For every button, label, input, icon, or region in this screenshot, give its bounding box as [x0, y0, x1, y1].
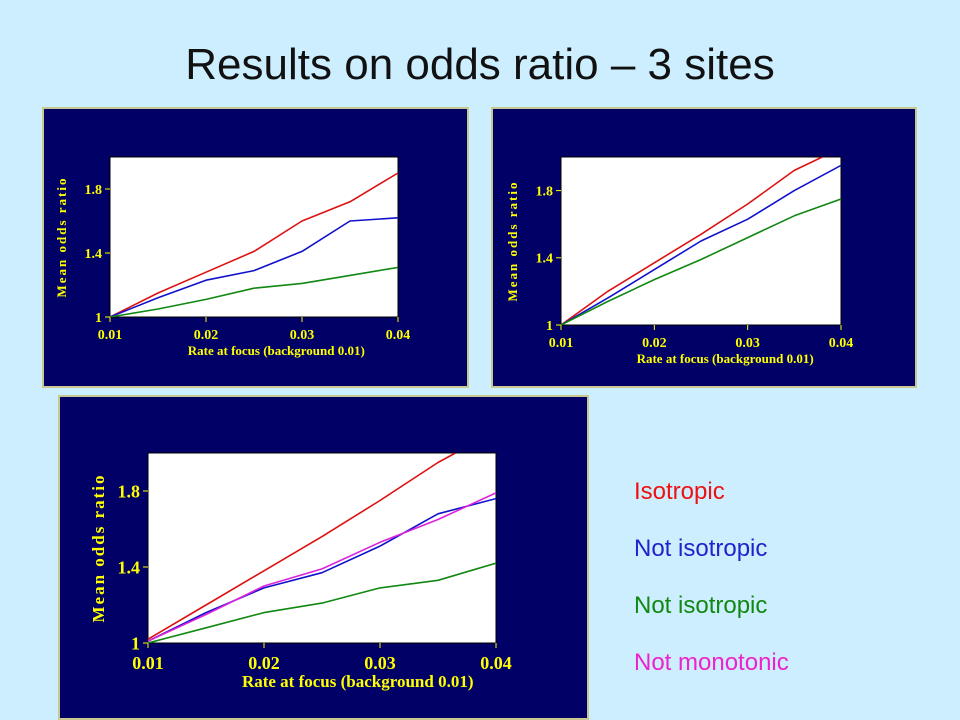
y-tick-label: 1	[131, 633, 140, 653]
y-tick-label: 1.4	[536, 252, 554, 267]
y-tick-label: 1	[95, 311, 102, 326]
legend: Isotropic Not isotropic Not isotropic No…	[634, 472, 789, 700]
plot-area	[109, 156, 399, 318]
y-axis-label: Mean odds ratio	[505, 181, 520, 302]
x-tick-label: 0.04	[829, 336, 854, 351]
series-line-1	[110, 217, 398, 317]
legend-item-isotropic: Isotropic	[634, 478, 725, 505]
series-line-0	[561, 157, 823, 325]
y-tick-label: 1.8	[85, 183, 103, 198]
legend-item-not-isotropic-blue: Not isotropic	[634, 535, 768, 562]
plot-area	[147, 452, 497, 644]
odds-ratio-chart-2: 1 1.4 1.8 0.01 0.02 0.03 0.04 Rate at focus (ba…	[505, 156, 854, 366]
x-tick-label: 0.03	[735, 336, 760, 351]
x-tick-label: 0.04	[480, 653, 512, 673]
series-line-1	[148, 497, 496, 642]
y-axis-label: Mean odds ratio	[89, 474, 108, 623]
series-line-2	[148, 562, 496, 643]
series-line-2	[110, 266, 398, 317]
series-line-0	[110, 172, 398, 317]
x-tick-label: 0.01	[98, 328, 123, 343]
x-tick-label: 0.03	[364, 653, 396, 673]
x-tick-label: 0.02	[248, 653, 280, 673]
x-axis-label: Rate at focus (background 0.01)	[242, 672, 474, 691]
series-line-1	[561, 164, 841, 325]
legend-item-not-monotonic: Not monotonic	[634, 649, 789, 676]
y-tick-label: 1.8	[536, 185, 554, 200]
series-line-2	[561, 198, 841, 325]
odds-ratio-chart-1: 1 1.4 1.8 0.01 0.02 0.03 0.04 Rate at focus (ba…	[54, 156, 411, 358]
x-tick-label: 0.04	[386, 328, 411, 343]
y-tick-label: 1	[546, 319, 553, 334]
series-line-0	[148, 453, 456, 640]
x-tick-label: 0.03	[290, 328, 315, 343]
odds-ratio-chart-3: 1 1.4 1.8 0.01 0.02 0.03 0.04 Rate at focus (ba…	[89, 452, 512, 691]
x-tick-label: 0.02	[642, 336, 667, 351]
chart-panel-2: 1 1.4 1.8 0.01 0.02 0.03 0.04 Rate at focus (ba…	[491, 107, 917, 388]
y-axis-label: Mean odds ratio	[54, 177, 69, 298]
chart-panel-3: 1 1.4 1.8 0.01 0.02 0.03 0.04 Rate at focus (ba…	[58, 395, 589, 720]
x-tick-label: 0.01	[132, 653, 164, 673]
x-axis-label: Rate at focus (background 0.01)	[637, 351, 814, 366]
x-tick-label: 0.02	[194, 328, 219, 343]
legend-item-not-isotropic-green: Not isotropic	[634, 592, 768, 619]
y-tick-label: 1.4	[118, 557, 141, 577]
x-tick-label: 0.01	[549, 336, 574, 351]
x-axis-label: Rate at focus (background 0.01)	[188, 343, 365, 358]
y-tick-label: 1.4	[85, 247, 103, 262]
y-tick-label: 1.8	[118, 481, 141, 501]
slide-title: Results on odds ratio – 3 sites	[185, 40, 775, 89]
series-line-3	[148, 492, 496, 642]
chart-panel-1: 1 1.4 1.8 0.01 0.02 0.03 0.04 Rate at focus (ba…	[42, 107, 469, 388]
